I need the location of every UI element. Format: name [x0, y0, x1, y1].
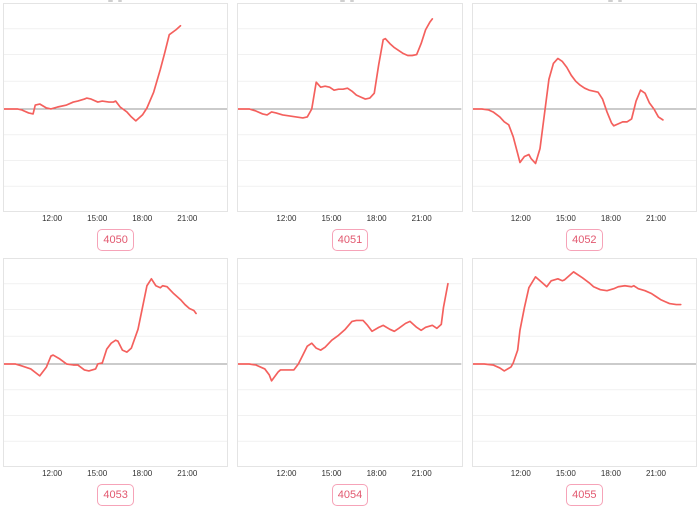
line-chart — [238, 18, 462, 187]
chart-id-button[interactable]: 4055 — [566, 484, 603, 506]
x-axis: 12:00 15:00 18:00 21:00 — [237, 212, 462, 225]
line-chart — [472, 28, 696, 187]
chart-id-button[interactable]: 4051 — [331, 229, 369, 251]
x-axis-tick-label: 18:00 — [600, 214, 621, 223]
series-line — [4, 24, 182, 122]
x-axis-tick-label: 21:00 — [177, 469, 198, 478]
line-chart — [238, 282, 462, 442]
chart-panel[interactable] — [237, 3, 463, 212]
chart-id-button[interactable]: 4050 — [97, 229, 134, 251]
chart-panel[interactable] — [471, 258, 697, 467]
clipped-title-fragment — [340, 0, 345, 2]
clipped-title-fragment — [108, 0, 113, 2]
line-chart — [472, 271, 696, 442]
x-axis: 12:00 15:00 18:00 21:00 — [472, 467, 697, 480]
chart-panel[interactable] — [471, 3, 697, 212]
x-axis: 12:00 15:00 18:00 21:00 — [3, 212, 228, 225]
chart-id-button[interactable]: 4053 — [97, 484, 134, 506]
tag-row: 4050 — [3, 225, 228, 258]
x-axis-tick-label: 18:00 — [132, 469, 153, 478]
x-axis-tick-label: 21:00 — [177, 214, 198, 223]
clipped-title-fragment — [608, 0, 613, 2]
chart-cell: 12:00 15:00 18:00 21:00 4052 — [471, 3, 697, 258]
x-axis-tick-label: 15:00 — [87, 214, 108, 223]
chart-panel[interactable] — [237, 258, 463, 467]
x-axis-tick-label: 12:00 — [276, 469, 297, 478]
line-chart — [4, 277, 228, 442]
series-line — [238, 282, 450, 382]
tag-row: 4053 — [3, 480, 228, 509]
x-axis-tick-label: 12:00 — [42, 214, 63, 223]
x-axis-tick-label: 12:00 — [42, 469, 63, 478]
x-axis-tick-label: 18:00 — [366, 469, 387, 478]
x-axis-tick-label: 12:00 — [510, 469, 531, 478]
x-axis: 12:00 15:00 18:00 21:00 — [237, 467, 462, 480]
line-chart — [4, 24, 228, 187]
x-axis-tick-label: 21:00 — [411, 214, 432, 223]
tag-row: 4055 — [472, 480, 697, 509]
series-line — [4, 277, 197, 377]
clipped-title-fragment — [618, 0, 622, 2]
chart-cell: 12:00 15:00 18:00 21:00 4054 — [237, 258, 463, 509]
clipped-title-row — [0, 0, 700, 3]
x-axis-tick-label: 15:00 — [321, 469, 342, 478]
series-line — [238, 18, 434, 119]
x-axis-tick-label: 12:00 — [276, 214, 297, 223]
chart-id-button[interactable]: 4052 — [566, 229, 603, 251]
tag-row: 4051 — [237, 225, 462, 258]
clipped-title-fragment — [118, 0, 122, 2]
chart-panel[interactable] — [3, 3, 229, 212]
x-axis: 12:00 15:00 18:00 21:00 — [3, 467, 228, 480]
x-axis-tick-label: 15:00 — [321, 214, 342, 223]
chart-id-button[interactable]: 4054 — [331, 484, 369, 506]
series-line — [472, 57, 664, 165]
chart-cell: 12:00 15:00 18:00 21:00 4053 — [3, 258, 229, 509]
x-axis-tick-label: 21:00 — [645, 214, 666, 223]
tag-row: 4054 — [237, 480, 462, 509]
x-axis-tick-label: 15:00 — [555, 214, 576, 223]
charts-grid: 12:00 15:00 18:00 21:00 4050 12:00 15:00… — [3, 3, 697, 509]
x-axis-tick-label: 21:00 — [411, 469, 432, 478]
x-axis: 12:00 15:00 18:00 21:00 — [472, 212, 697, 225]
series-line — [472, 271, 682, 372]
chart-cell: 12:00 15:00 18:00 21:00 4051 — [237, 3, 463, 258]
tag-row: 4052 — [472, 225, 697, 258]
x-axis-tick-label: 21:00 — [645, 469, 666, 478]
clipped-title-fragment — [350, 0, 354, 2]
x-axis-tick-label: 18:00 — [600, 469, 621, 478]
chart-cell: 12:00 15:00 18:00 21:00 4050 — [3, 3, 229, 258]
x-axis-tick-label: 18:00 — [366, 214, 387, 223]
x-axis-tick-label: 15:00 — [555, 469, 576, 478]
x-axis-tick-label: 15:00 — [87, 469, 108, 478]
chart-panel[interactable] — [3, 258, 229, 467]
x-axis-tick-label: 12:00 — [510, 214, 531, 223]
x-axis-tick-label: 18:00 — [132, 214, 153, 223]
chart-cell: 12:00 15:00 18:00 21:00 4055 — [471, 258, 697, 509]
